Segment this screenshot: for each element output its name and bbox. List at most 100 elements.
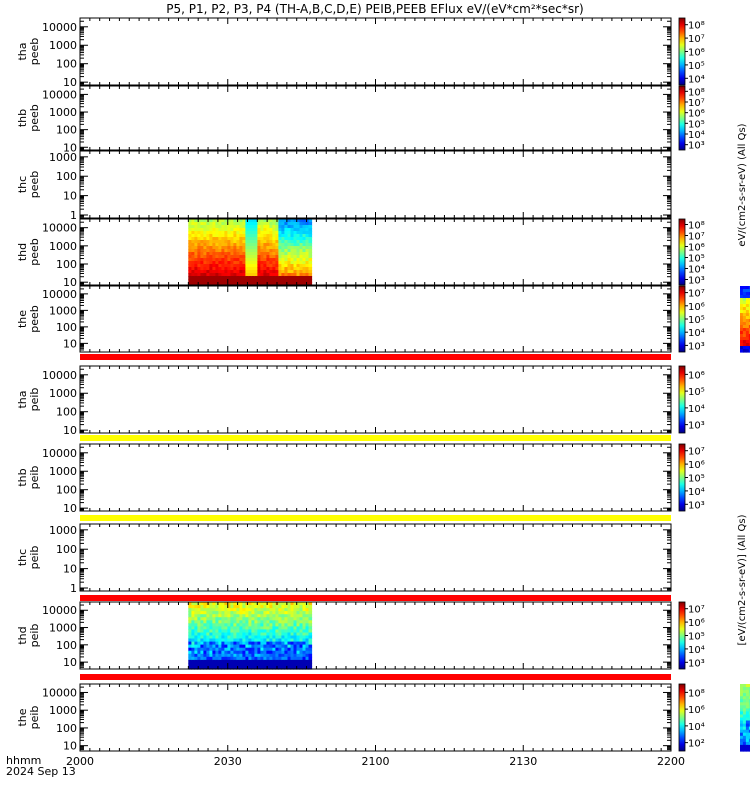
spectrogram-cell — [191, 255, 195, 259]
spectrogram-cell — [245, 620, 249, 624]
spectrogram-cell — [266, 258, 270, 262]
spectrogram-cell — [305, 237, 310, 241]
spectrogram-cell — [221, 611, 225, 615]
spectrogram-cell — [296, 626, 301, 630]
spectrogram-cell — [224, 267, 228, 271]
spectrogram-cell — [197, 632, 201, 637]
spectrogram-cell — [254, 626, 258, 630]
spectrogram-cell — [194, 641, 198, 646]
spectrogram-cell — [257, 234, 261, 238]
spectrogram-cell — [254, 656, 258, 661]
spectrogram-cell — [742, 325, 747, 329]
spectrogram-cell — [200, 611, 204, 615]
spectrogram-cell — [293, 264, 298, 268]
spectrogram-cell — [221, 249, 225, 253]
spectrogram-cell — [742, 295, 747, 299]
spectrogram-cell — [245, 273, 249, 277]
spectrogram-cell — [239, 246, 243, 250]
spectrogram-cell — [308, 222, 313, 226]
spectrogram-cell — [251, 240, 255, 244]
spectrogram-cell — [284, 611, 288, 615]
spectrogram-cell — [281, 225, 285, 229]
spectrogram-cell — [206, 258, 210, 262]
spectrogram-cell — [224, 644, 228, 649]
spectrogram-cell — [197, 650, 201, 655]
spectrogram-cell — [299, 644, 304, 649]
spectrogram-cell — [188, 662, 192, 667]
spectrogram-cell — [272, 653, 276, 658]
spectrogram-cell — [245, 629, 249, 633]
spectrogram-cell — [194, 620, 198, 624]
spectrogram-cell — [290, 650, 295, 655]
spectrogram-cell — [269, 252, 273, 256]
spectrogram-cell — [742, 328, 747, 332]
spectrogram-cell — [203, 620, 207, 624]
spectrogram-cell — [221, 231, 225, 235]
spectrogram-cell — [284, 249, 288, 253]
spectrogram-cell — [742, 286, 747, 290]
spectrogram-cell — [215, 258, 219, 262]
spectrogram-cell — [209, 611, 213, 615]
spectrogram-cell — [230, 267, 234, 271]
spectrogram-cell — [236, 632, 240, 637]
spectrogram-cell — [215, 234, 219, 238]
spectrogram-cell — [290, 234, 295, 238]
spectrogram-cell — [302, 240, 307, 244]
spectrogram-cell — [218, 617, 222, 621]
spectrogram-cell — [284, 647, 288, 652]
y-tick-label: 1000 — [49, 387, 77, 400]
spectrogram-cell — [194, 666, 198, 670]
spectrogram-cell — [281, 602, 285, 606]
spectrogram-cell — [293, 662, 298, 667]
spectrogram-cell — [275, 656, 279, 661]
spectrogram-cell — [215, 225, 219, 229]
spectrogram-cell — [224, 641, 228, 646]
spectrogram-cell — [266, 237, 270, 241]
spectrogram-cell — [275, 653, 279, 658]
spectrogram-cell — [206, 276, 210, 280]
spectrogram-cell — [266, 632, 270, 637]
spectrogram-cell — [290, 611, 295, 615]
spectrogram-cell — [212, 626, 216, 630]
spectrogram-cell — [209, 279, 213, 283]
spectrogram-cell — [191, 225, 195, 229]
spectrogram-cell — [242, 626, 246, 630]
y-tick-label: 10 — [63, 190, 77, 203]
colorbar-tick-label: 10⁶ — [688, 370, 705, 381]
spectrogram-cell — [233, 602, 237, 606]
spectrogram-cell — [254, 638, 258, 643]
spectrogram-cell — [278, 626, 282, 630]
spectrogram-cell — [278, 659, 282, 664]
spectrogram-cell — [197, 656, 201, 661]
spectrogram-cell — [212, 620, 216, 624]
spectrogram-cell — [281, 222, 285, 226]
spectrogram-cell — [236, 270, 240, 274]
spectrogram-cell — [742, 322, 747, 326]
spectrogram-cell — [742, 343, 747, 347]
spectrogram-cell — [281, 647, 285, 652]
spectrogram-cell — [305, 219, 310, 223]
spectrogram-cell — [209, 650, 213, 655]
spectrogram-cell — [239, 608, 243, 612]
spectrogram-cell — [197, 641, 201, 646]
spectrogram-cell — [308, 252, 313, 256]
spectrogram-cell — [254, 635, 258, 640]
spectrogram-cell — [290, 656, 295, 661]
spectrogram-cell — [275, 237, 279, 241]
spectrogram-cell — [230, 255, 234, 259]
spectrogram-cell — [242, 225, 246, 229]
spectrogram-cell — [251, 626, 255, 630]
spectrogram-cell — [296, 650, 301, 655]
spectrogram-cell — [293, 620, 298, 624]
spectrogram-cell — [278, 279, 282, 283]
spectrogram-cell — [290, 243, 295, 247]
spectrogram-cell — [200, 261, 204, 265]
colorbar-tick-label: 10⁴ — [688, 328, 705, 339]
spectrogram-cell — [227, 228, 231, 232]
spectrogram-cell — [215, 632, 219, 637]
spectrogram-cell — [209, 641, 213, 646]
spectrogram-cell — [263, 611, 267, 615]
spectrogram-cell — [302, 279, 307, 283]
